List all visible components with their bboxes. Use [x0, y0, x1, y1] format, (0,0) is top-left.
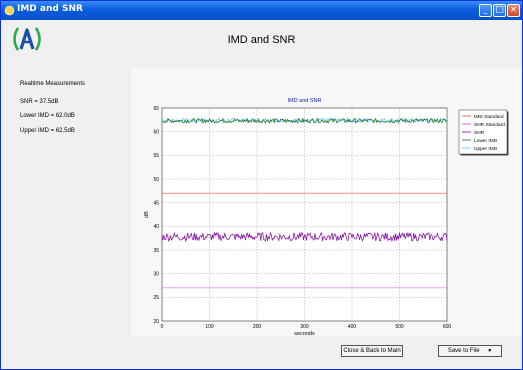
x-axis-label: seconds — [294, 331, 315, 336]
chart-legend: IMD Standard SNR Standard SNR Lower IMD Uppe… — [458, 109, 509, 156]
legend-entry: Upper IMD — [474, 146, 498, 152]
y-tick-label: 50 — [153, 177, 159, 183]
y-tick-label: 55 — [153, 153, 159, 159]
save-to-file-dropdown[interactable]: Save to File ▼ — [438, 345, 502, 357]
close-back-to-main-button[interactable]: Close & Back to Main — [341, 345, 403, 357]
maximize-button[interactable]: □ — [493, 4, 506, 17]
minimize-button[interactable]: _ — [479, 4, 492, 17]
plot-panel: IMD and SNR seconds dB 0 100 200 300 400 500 6… — [131, 68, 521, 337]
y-tick-label: 35 — [153, 248, 159, 254]
axis-ticks: 0 100 200 300 400 500 600 20 25 30 35 40 45 50 55 60 65 — [153, 106, 451, 330]
legend-entry: SNR Standard — [474, 122, 505, 128]
y-tick-label: 40 — [153, 224, 159, 230]
close-back-label: Close & Back to Main — [343, 348, 401, 354]
window-title: IMD and SNR — [17, 4, 83, 14]
series-lines — [161, 117, 448, 289]
x-tick-label: 600 — [443, 324, 452, 330]
x-tick-label: 200 — [253, 324, 262, 330]
x-tick-label: 0 — [161, 324, 164, 330]
plot-frame — [161, 107, 448, 322]
client-area: IMD and SNR Realtime Measurements SNR = … — [1, 20, 522, 369]
y-tick-label: 45 — [153, 200, 159, 206]
legend-entry: SNR — [474, 130, 485, 136]
y-axis-label: dB — [144, 211, 150, 218]
x-tick-label: 500 — [395, 324, 404, 330]
chart-title: IMD and SNR — [288, 98, 322, 104]
series-line-snr — [161, 231, 448, 243]
x-tick-label: 100 — [205, 324, 214, 330]
page-title: IMD and SNR — [227, 34, 296, 46]
y-tick-label: 25 — [153, 295, 159, 301]
chart-grid — [162, 108, 447, 321]
maximize-icon: □ — [495, 5, 504, 15]
imd-snr-chart: IMD and SNR seconds dB 0 100 200 300 400 500 6… — [144, 98, 509, 337]
upper-imd-readout: Upper IMD = 62.5dB — [20, 128, 75, 134]
snr-readout: SNR = 37.5dB — [20, 99, 59, 105]
x-tick-label: 400 — [348, 324, 357, 330]
lower-imd-readout: Lower IMD = 62.0dB — [20, 113, 75, 119]
legend-entry: IMD Standard — [474, 114, 504, 120]
y-tick-label: 30 — [153, 271, 159, 277]
y-tick-label: 60 — [153, 129, 159, 135]
app-icon — [4, 5, 15, 16]
y-tick-label: 20 — [153, 319, 159, 325]
close-icon: × — [509, 5, 518, 15]
title-bar[interactable]: IMD and SNR _ □ × — [1, 1, 522, 20]
measurements-heading: Realtime Measurements — [20, 81, 86, 87]
y-tick-label: 65 — [153, 106, 159, 112]
x-tick-label: 300 — [300, 324, 309, 330]
minimize-icon: _ — [483, 5, 488, 15]
legend-entry: Lower IMD — [474, 138, 498, 144]
save-to-file-label: Save to File — [447, 348, 480, 354]
close-window-button[interactable]: × — [507, 4, 520, 17]
chevron-down-icon: ▼ — [487, 348, 493, 354]
antenna-signal-logo — [13, 27, 41, 51]
series-line-lower-imd — [161, 117, 448, 124]
